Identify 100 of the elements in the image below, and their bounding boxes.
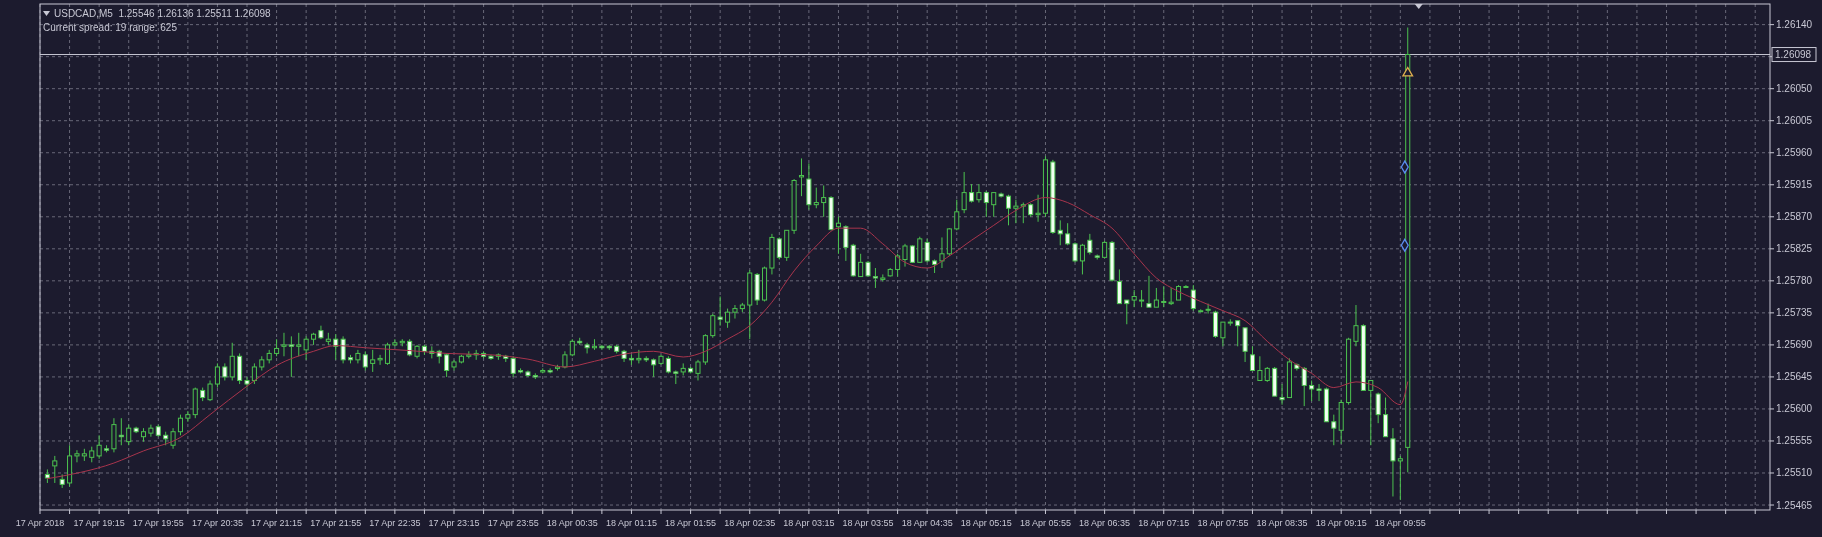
x-tick-label: 18 Apr 09:15	[1315, 518, 1367, 528]
candlestick	[1116, 268, 1122, 305]
candlestick	[1220, 321, 1226, 347]
x-tick-label: 18 Apr 07:55	[1197, 518, 1249, 528]
candlestick	[1005, 194, 1012, 226]
candlestick	[1057, 219, 1063, 246]
candlestick	[939, 236, 945, 269]
candlestick	[362, 350, 368, 372]
x-tick-label: 18 Apr 00:35	[546, 518, 598, 528]
candlestick	[1013, 199, 1019, 224]
candlestick	[1309, 379, 1315, 402]
x-tick-label: 17 Apr 19:55	[132, 518, 184, 528]
candlestick	[1390, 427, 1396, 497]
y-tick-label: 1.25555	[1776, 435, 1813, 447]
y-tick-label: 1.26005	[1776, 115, 1813, 127]
x-tick-label: 18 Apr 01:15	[605, 518, 657, 528]
candlestick	[872, 267, 878, 289]
candlestick	[296, 332, 302, 357]
candlestick	[954, 199, 960, 231]
candlestick	[185, 410, 191, 423]
y-tick-label: 1.25780	[1776, 275, 1813, 287]
candlestick	[843, 224, 849, 262]
y-tick-label: 1.25690	[1776, 339, 1813, 351]
candlestick	[725, 308, 731, 329]
candlestick	[991, 192, 997, 218]
candlestick	[52, 455, 58, 484]
candlestick	[1249, 345, 1256, 372]
x-tick-label: 18 Apr 03:55	[842, 518, 894, 528]
candlestick	[207, 379, 213, 402]
y-tick-label: 1.25600	[1776, 403, 1813, 415]
candlestick	[377, 354, 383, 366]
candlestick	[1397, 455, 1403, 501]
candlestick	[798, 157, 805, 197]
candlestick	[1124, 299, 1130, 325]
candlestick	[976, 183, 982, 204]
candlestick	[1242, 327, 1248, 363]
candlestick	[148, 424, 154, 438]
chart-title: USDCAD,M5 1.25546 1.26136 1.25511 1.26098	[54, 8, 272, 19]
x-tick-label: 18 Apr 03:15	[783, 518, 835, 528]
candlestick	[303, 335, 309, 361]
candlestick	[126, 424, 132, 446]
candlestick	[214, 362, 220, 389]
y-tick-label: 1.25870	[1776, 211, 1813, 223]
y-tick-label: 1.25915	[1776, 179, 1813, 191]
candlestick	[895, 253, 901, 278]
text: Current spread: 19 range: 625	[43, 22, 178, 33]
candlestick	[902, 243, 908, 268]
y-tick-label: 1.25645	[1776, 371, 1813, 383]
y-tick-label: 1.25510	[1776, 467, 1813, 479]
candlestick	[281, 332, 287, 357]
x-tick-label: 18 Apr 09:55	[1374, 518, 1426, 528]
x-tick-label: 17 Apr 20:35	[191, 518, 243, 528]
x-tick-label: 18 Apr 05:15	[960, 518, 1012, 528]
candlestick	[651, 357, 657, 378]
x-tick-label: 17 Apr 21:55	[310, 518, 362, 528]
x-tick-label: 17 Apr 19:15	[73, 518, 125, 528]
candlestick	[1235, 320, 1241, 347]
candlestick	[170, 427, 176, 450]
x-tick-label: 18 Apr 01:55	[665, 518, 717, 528]
candlestick	[1375, 392, 1381, 424]
candlestick	[370, 349, 376, 373]
x-tick-label: 18 Apr 04:35	[901, 518, 953, 528]
candlestick	[599, 344, 605, 351]
candlestick	[1383, 397, 1389, 438]
y-tick-label: 1.26140	[1776, 19, 1813, 31]
candlestick	[710, 313, 716, 339]
candlestick	[96, 434, 102, 460]
candlestick	[340, 335, 346, 364]
x-tick-label: 17 Apr 23:15	[428, 518, 480, 528]
candlestick	[251, 362, 257, 385]
candlestick	[177, 414, 183, 436]
candlestick	[1205, 303, 1211, 315]
x-tick-label: 17 Apr 23:55	[487, 518, 539, 528]
candlestick	[983, 190, 989, 218]
candlestick	[1301, 366, 1307, 407]
candlestick	[858, 253, 864, 278]
candlestick	[1035, 194, 1041, 223]
candlestick	[1153, 287, 1159, 308]
line-series	[46, 197, 1409, 480]
candlestick	[961, 171, 967, 214]
candlestick	[732, 304, 738, 320]
x-tick-label: 17 Apr 22:35	[369, 518, 421, 528]
y-tick-label: 1.25960	[1776, 147, 1813, 159]
candlestick	[1316, 383, 1322, 402]
candlestick	[1065, 222, 1071, 246]
x-tick-label: 18 Apr 02:35	[724, 518, 776, 528]
candlestick	[118, 417, 124, 446]
candlestick	[74, 449, 80, 463]
candlestick	[969, 183, 975, 204]
y-tick-label: 1.25465	[1776, 499, 1813, 511]
y-tick-label: 1.25825	[1776, 243, 1813, 255]
candlestick	[695, 359, 701, 381]
y-tick-label: 1.25735	[1776, 307, 1813, 319]
ref-line-label: 1.26098	[1775, 49, 1812, 61]
candlestick	[813, 187, 819, 209]
x-tick-label: 18 Apr 06:35	[1079, 518, 1131, 528]
x-tick-label: 17 Apr 2018	[15, 518, 65, 528]
x-tick-label: 17 Apr 21:15	[251, 518, 303, 528]
x-tick-label: 18 Apr 08:35	[1256, 518, 1308, 528]
candlestick	[1190, 284, 1196, 312]
